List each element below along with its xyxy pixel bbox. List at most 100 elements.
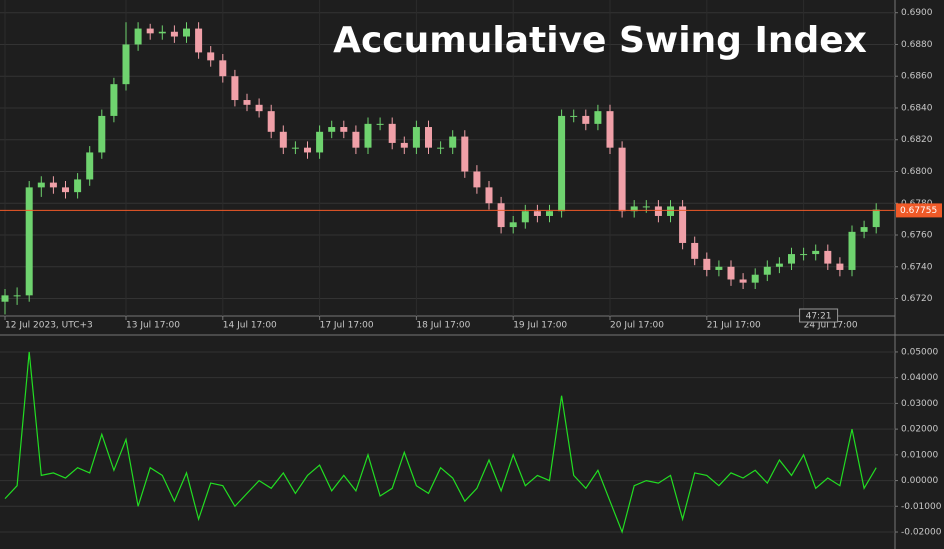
y-tick-label: 0.04000: [901, 373, 938, 383]
y-tick-label: 0.6720: [901, 294, 933, 304]
candle-body: [618, 147, 626, 212]
candle-body: [291, 147, 299, 149]
candle-body: [134, 28, 142, 45]
candle-body: [703, 258, 711, 270]
y-tick-label: 0.05000: [901, 347, 938, 357]
candle-body: [836, 263, 844, 270]
candle-body: [812, 250, 820, 255]
candle-body: [848, 231, 856, 270]
y-tick-label: 0.6800: [901, 167, 933, 177]
candle-body: [521, 211, 529, 223]
candle-body: [219, 60, 227, 77]
candle-body: [98, 115, 106, 153]
candle-body: [642, 206, 650, 208]
current-price-box: [896, 203, 942, 218]
candle-body: [691, 242, 699, 259]
y-tick-label: 0.00000: [901, 476, 938, 486]
indicator-line: [4, 351, 877, 534]
y-tick-label: 0.6880: [901, 40, 933, 50]
candle-body: [594, 111, 602, 124]
x-tick-label: 12 Jul 2023, UTC+3: [5, 321, 93, 331]
candle-body: [243, 100, 251, 105]
y-tick-label: -0.01000: [901, 502, 942, 512]
candle-body: [739, 279, 747, 283]
x-tick-label: 18 Jul 17:00: [416, 321, 470, 331]
candle-body: [158, 31, 166, 34]
candle-body: [437, 147, 445, 149]
candle-body: [364, 123, 372, 148]
candle-body: [376, 123, 384, 125]
candle-body: [37, 182, 45, 188]
candle-body: [328, 127, 336, 132]
chart-title: Accumulative Swing Index: [333, 20, 867, 61]
candle-body: [13, 295, 21, 297]
candle-body: [654, 206, 662, 216]
candle-body: [316, 131, 324, 153]
y-tick-label: 0.6740: [901, 262, 933, 272]
candle-body: [62, 187, 69, 193]
candle-body: [267, 111, 275, 132]
y-tick-label: 0.6900: [901, 8, 933, 18]
candle-body: [497, 203, 505, 228]
candle-body: [425, 127, 432, 148]
candle-body: [340, 127, 348, 132]
candle-body: [195, 28, 203, 53]
candle-body: [255, 104, 263, 112]
y-tick-label: 0.6860: [901, 72, 933, 82]
candle-body: [509, 222, 517, 228]
candle-body: [667, 206, 674, 216]
candle-body: [110, 84, 118, 116]
candle-body: [788, 254, 795, 264]
candle-body: [630, 206, 638, 212]
x-tick-label: 19 Jul 17:00: [513, 321, 567, 331]
y-tick-label: 0.6760: [901, 231, 933, 241]
y-tick-label: 0.01000: [901, 450, 938, 460]
candle-body: [207, 52, 215, 61]
candle-body: [606, 111, 614, 148]
candle-body: [546, 211, 553, 216]
timer-label: 47:21: [806, 312, 832, 322]
candle-body: [485, 187, 493, 204]
candle-body: [183, 28, 190, 37]
candle-body: [122, 44, 130, 85]
x-tick-label: 24 Jul 17:00: [804, 321, 858, 331]
x-tick-label: 14 Jul 17:00: [223, 321, 277, 331]
candle-body: [74, 179, 82, 193]
plot-layer: 0.67200.67400.67600.67800.68000.68200.68…: [0, 0, 942, 538]
candle-body: [49, 182, 57, 188]
candle-body: [304, 147, 311, 153]
x-tick-label: 13 Jul 17:00: [126, 321, 180, 331]
x-tick-label: 21 Jul 17:00: [707, 321, 761, 331]
candle-body: [727, 266, 735, 280]
candle-body: [558, 115, 566, 212]
candle-body: [679, 206, 687, 243]
candle-body: [449, 136, 457, 148]
x-tick-label: 17 Jul 17:00: [320, 321, 374, 331]
timer-box: [799, 308, 839, 323]
current-price-label: 0.67755: [900, 206, 937, 216]
candle-body: [715, 266, 723, 270]
candle-body: [582, 115, 590, 124]
y-tick-label: 0.02000: [901, 425, 938, 435]
candle-body: [860, 227, 868, 232]
candle-body: [279, 131, 287, 148]
candle-body: [751, 274, 759, 283]
candle-body: [1, 295, 9, 302]
candle-body: [146, 28, 154, 34]
candle-body: [25, 187, 33, 296]
y-tick-label: -0.02000: [901, 528, 942, 538]
candle-body: [400, 142, 408, 148]
candle-body: [872, 209, 880, 228]
candle-body: [170, 31, 178, 37]
candle-body: [352, 131, 360, 148]
candle-body: [570, 115, 578, 117]
y-tick-label: 0.6820: [901, 135, 933, 145]
candle-body: [412, 127, 420, 148]
candle-body: [461, 136, 469, 172]
candle-body: [473, 171, 481, 188]
candle-body: [775, 263, 783, 267]
candle-body: [231, 76, 239, 101]
